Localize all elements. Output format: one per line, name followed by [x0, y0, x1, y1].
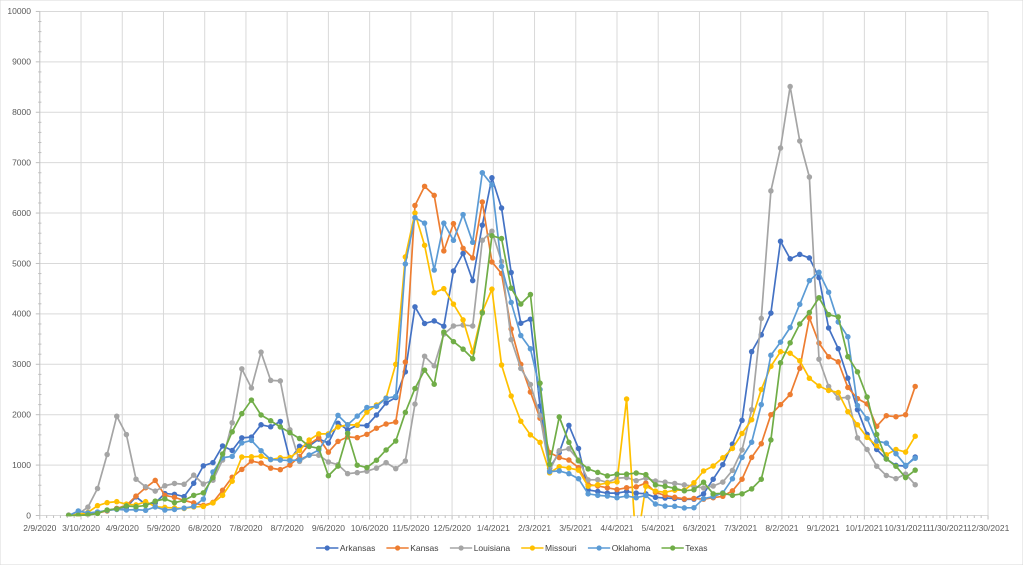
svg-text:7/3/2021: 7/3/2021: [724, 523, 757, 533]
svg-text:5/9/2020: 5/9/2020: [147, 523, 180, 533]
svg-text:Kansas: Kansas: [410, 543, 438, 553]
svg-text:5000: 5000: [12, 258, 31, 268]
svg-text:1/4/2021: 1/4/2021: [477, 523, 510, 533]
svg-text:Texas: Texas: [685, 543, 707, 553]
svg-text:12/30/2021: 12/30/2021: [967, 523, 1010, 533]
svg-text:Louisiana: Louisiana: [474, 543, 511, 553]
svg-text:5/4/2021: 5/4/2021: [642, 523, 675, 533]
svg-text:4/9/2020: 4/9/2020: [106, 523, 139, 533]
svg-text:8/7/2020: 8/7/2020: [271, 523, 304, 533]
svg-text:3/10/2020: 3/10/2020: [62, 523, 100, 533]
svg-text:10/6/2020: 10/6/2020: [351, 523, 389, 533]
svg-text:2/3/2021: 2/3/2021: [518, 523, 551, 533]
svg-text:7000: 7000: [12, 157, 31, 167]
svg-text:Missouri: Missouri: [545, 543, 577, 553]
svg-text:Arkansas: Arkansas: [340, 543, 375, 553]
svg-text:4000: 4000: [12, 309, 31, 319]
svg-text:Oklahoma: Oklahoma: [612, 543, 651, 553]
svg-text:12/5/2020: 12/5/2020: [433, 523, 471, 533]
svg-text:6/3/2021: 6/3/2021: [683, 523, 716, 533]
svg-text:3000: 3000: [12, 359, 31, 369]
svg-text:8/2/2021: 8/2/2021: [765, 523, 798, 533]
svg-text:4/4/2021: 4/4/2021: [600, 523, 633, 533]
svg-text:8000: 8000: [12, 107, 31, 117]
svg-text:6/8/2020: 6/8/2020: [188, 523, 221, 533]
svg-text:9000: 9000: [12, 57, 31, 67]
svg-text:9/1/2021: 9/1/2021: [807, 523, 840, 533]
svg-text:10/31/2021: 10/31/2021: [884, 523, 927, 533]
svg-text:2000: 2000: [12, 409, 31, 419]
svg-text:11/30/2021: 11/30/2021: [926, 523, 968, 533]
svg-text:6000: 6000: [12, 208, 31, 218]
svg-text:11/5/2020: 11/5/2020: [392, 523, 429, 533]
svg-text:9/6/2020: 9/6/2020: [312, 523, 345, 533]
svg-text:7/8/2020: 7/8/2020: [229, 523, 262, 533]
svg-text:10/1/2021: 10/1/2021: [845, 523, 883, 533]
svg-text:0: 0: [26, 510, 31, 520]
svg-text:3/5/2021: 3/5/2021: [559, 523, 592, 533]
svg-text:1000: 1000: [12, 460, 31, 470]
svg-text:2/9/2020: 2/9/2020: [23, 523, 56, 533]
svg-text:10000: 10000: [7, 6, 31, 16]
